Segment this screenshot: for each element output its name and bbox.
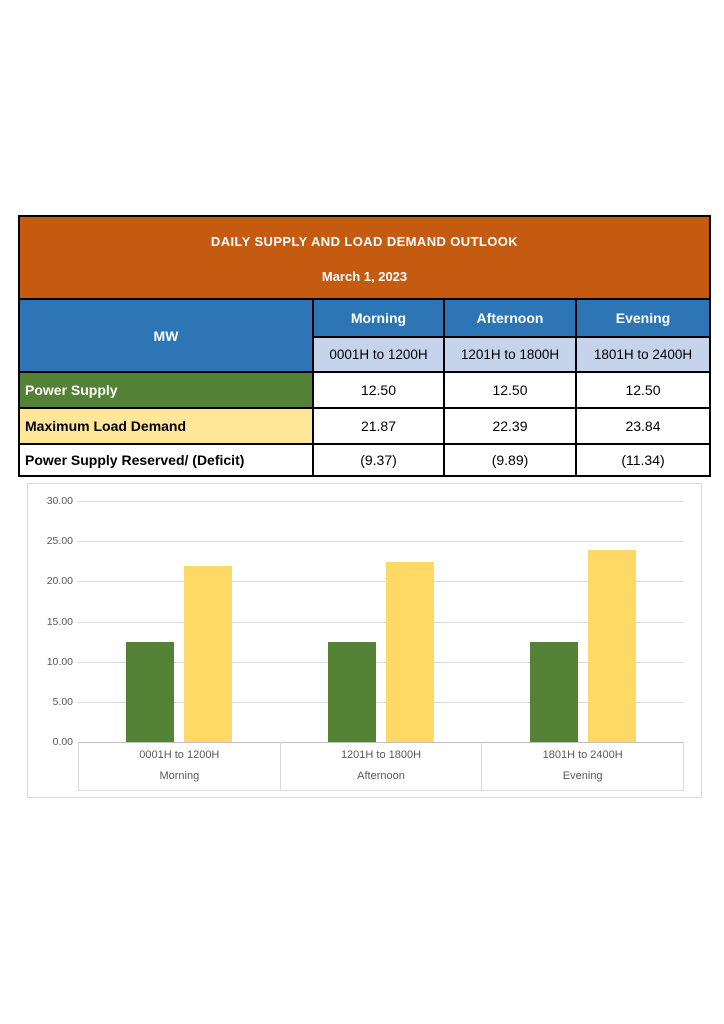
row-label-max-load-demand: Maximum Load Demand: [18, 407, 314, 445]
x-category-period-label: Evening: [562, 770, 603, 782]
bar-power-supply-morning: [126, 642, 174, 742]
gridline: [78, 541, 684, 542]
x-category-evening: 1801H to 2400H Evening: [481, 742, 683, 790]
load-demand-morning-value: 21.87: [312, 407, 445, 445]
bar-power-supply-evening: [530, 642, 578, 742]
report-date: March 1, 2023: [321, 268, 408, 284]
y-axis-tick-label: 20.00: [46, 575, 73, 587]
column-header-evening: Evening: [575, 298, 711, 338]
gridline: [78, 501, 684, 502]
supply-demand-bar-chart: 0.00 5.00 10.00 15.00 20.00 25.00 30.00 0001H t…: [27, 483, 702, 798]
power-supply-afternoon-value: 12.50: [443, 371, 577, 409]
y-axis-tick-label: 25.00: [46, 535, 73, 547]
bar-maximum-load-demand-evening: [588, 550, 636, 742]
x-category-hours-label: 0001H to 1200H: [139, 749, 220, 761]
row-label-power-supply: Power Supply: [18, 371, 314, 409]
x-category-period-label: Afternoon: [357, 770, 405, 782]
power-supply-evening-value: 12.50: [575, 371, 711, 409]
bar-maximum-load-demand-afternoon: [386, 562, 434, 742]
bar-power-supply-afternoon: [328, 642, 376, 742]
reserve-morning-value: (9.37): [312, 443, 445, 477]
unit-header-mw: MW: [18, 298, 314, 373]
gridline: [78, 662, 684, 663]
gridline: [78, 702, 684, 703]
report-title: DAILY SUPPLY AND LOAD DEMAND OUTLOOK: [210, 233, 519, 249]
x-category-hours-label: 1801H to 2400H: [542, 749, 623, 761]
column-header-morning: Morning: [312, 298, 445, 338]
table-row-power-supply: Power Supply 12.50 12.50 12.50: [18, 371, 711, 409]
load-demand-afternoon-value: 22.39: [443, 407, 577, 445]
power-supply-morning-value: 12.50: [312, 371, 445, 409]
x-axis-line: [78, 742, 684, 743]
table-row-max-load-demand: Maximum Load Demand 21.87 22.39 23.84: [18, 407, 711, 445]
supply-demand-table: DAILY SUPPLY AND LOAD DEMAND OUTLOOK Mar…: [18, 215, 711, 477]
period-header-row: MW Morning Afternoon Evening: [18, 298, 711, 373]
reserve-evening-value: (11.34): [575, 443, 711, 477]
y-axis-tick-label: 5.00: [52, 696, 73, 708]
column-header-afternoon: Afternoon: [443, 298, 577, 338]
x-category-morning: 0001H to 1200H Morning: [79, 742, 280, 790]
y-axis-tick-label: 15.00: [46, 616, 73, 628]
load-demand-evening-value: 23.84: [575, 407, 711, 445]
y-axis-tick-label: 30.00: [46, 495, 73, 507]
y-axis-tick-label: 10.00: [46, 656, 73, 668]
gridline: [78, 622, 684, 623]
x-axis-category-band: 0001H to 1200H Morning 1201H to 1800H After…: [78, 742, 684, 791]
row-label-reserve-deficit: Power Supply Reserved/ (Deficit): [18, 443, 314, 477]
hours-header-evening: 1801H to 2400H: [575, 336, 711, 373]
table-title-row: DAILY SUPPLY AND LOAD DEMAND OUTLOOK Mar…: [18, 215, 711, 300]
x-category-period-label: Morning: [159, 770, 200, 782]
x-category-afternoon: 1201H to 1800H Afternoon: [279, 742, 482, 790]
y-axis-tick-label: 0.00: [52, 736, 73, 748]
hours-header-afternoon: 1201H to 1800H: [443, 336, 577, 373]
reserve-afternoon-value: (9.89): [443, 443, 577, 477]
table-row-reserve-deficit: Power Supply Reserved/ (Deficit) (9.37) …: [18, 443, 711, 477]
bar-maximum-load-demand-morning: [184, 566, 232, 742]
gridline: [78, 581, 684, 582]
hours-header-morning: 0001H to 1200H: [312, 336, 445, 373]
hours-header-row: 0001H to 1200H 1201H to 1800H 1801H to 2…: [19, 336, 711, 373]
x-category-hours-label: 1201H to 1800H: [340, 749, 422, 761]
report-header: DAILY SUPPLY AND LOAD DEMAND OUTLOOK Mar…: [18, 215, 711, 300]
